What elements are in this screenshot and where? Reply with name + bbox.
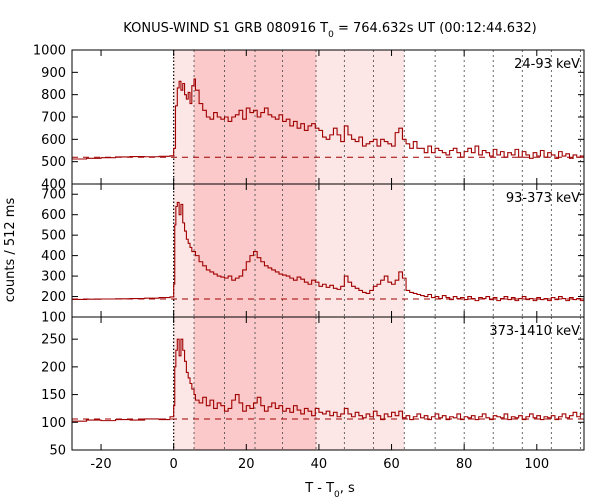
panel-1: 400 500 600 700 800 900 1000 24-93 keV [33, 44, 585, 193]
x-tick-label: 60 [383, 457, 400, 472]
energy-band-label: 373-1410 keV [489, 324, 580, 339]
y-tick-label: 1000 [33, 44, 66, 59]
x-tick-label: -20 [90, 457, 111, 472]
y-tick-label: 700 [41, 188, 66, 203]
y-tick-label: 300 [41, 270, 66, 285]
light-curve-3 [72, 338, 584, 422]
y-tick-label: 250 [41, 333, 66, 348]
y-tick-label: 100 [41, 311, 66, 326]
x-tick-label: 0 [170, 457, 178, 472]
x-tick-label: 20 [238, 457, 255, 472]
y-tick-label: 100 [41, 416, 66, 431]
y-tick-label: 200 [41, 360, 66, 375]
panel-frame [71, 316, 585, 451]
y-tick-label: 500 [41, 155, 66, 170]
panel-3: 50 100 150 200 250 373-1410 keV [41, 316, 585, 459]
y-tick-label: 150 [41, 388, 66, 403]
y-tick-label: 400 [41, 249, 66, 264]
y-tick-label: 400 [41, 178, 66, 193]
y-tick-label: 900 [41, 66, 66, 81]
y-tick-label: 700 [41, 111, 66, 126]
x-tick-label: 40 [311, 457, 328, 472]
x-axis-title: T - T0, s [304, 481, 355, 500]
y-tick-label: 500 [41, 229, 66, 244]
energy-band-label: 24-93 keV [514, 57, 580, 72]
panel-2: 100 200 300 400 500 600 700 93-373 keV [41, 183, 585, 326]
light-curve-2 [72, 201, 584, 302]
y-tick-label: 600 [41, 208, 66, 223]
light-curve-1 [72, 78, 584, 160]
y-tick-label: 800 [41, 88, 66, 103]
y-tick-label: 200 [41, 290, 66, 305]
y-tick-label: 600 [41, 133, 66, 148]
y-axis-title: counts / 512 ms [3, 198, 18, 303]
energy-band-label: 93-373 keV [506, 191, 580, 206]
x-tick-label: 80 [456, 457, 473, 472]
y-tick-label: 50 [49, 444, 66, 459]
x-tick-label: 100 [524, 457, 549, 472]
chart-title: KONUS-WIND S1 GRB 080916 T0 = 764.632s U… [123, 21, 536, 40]
